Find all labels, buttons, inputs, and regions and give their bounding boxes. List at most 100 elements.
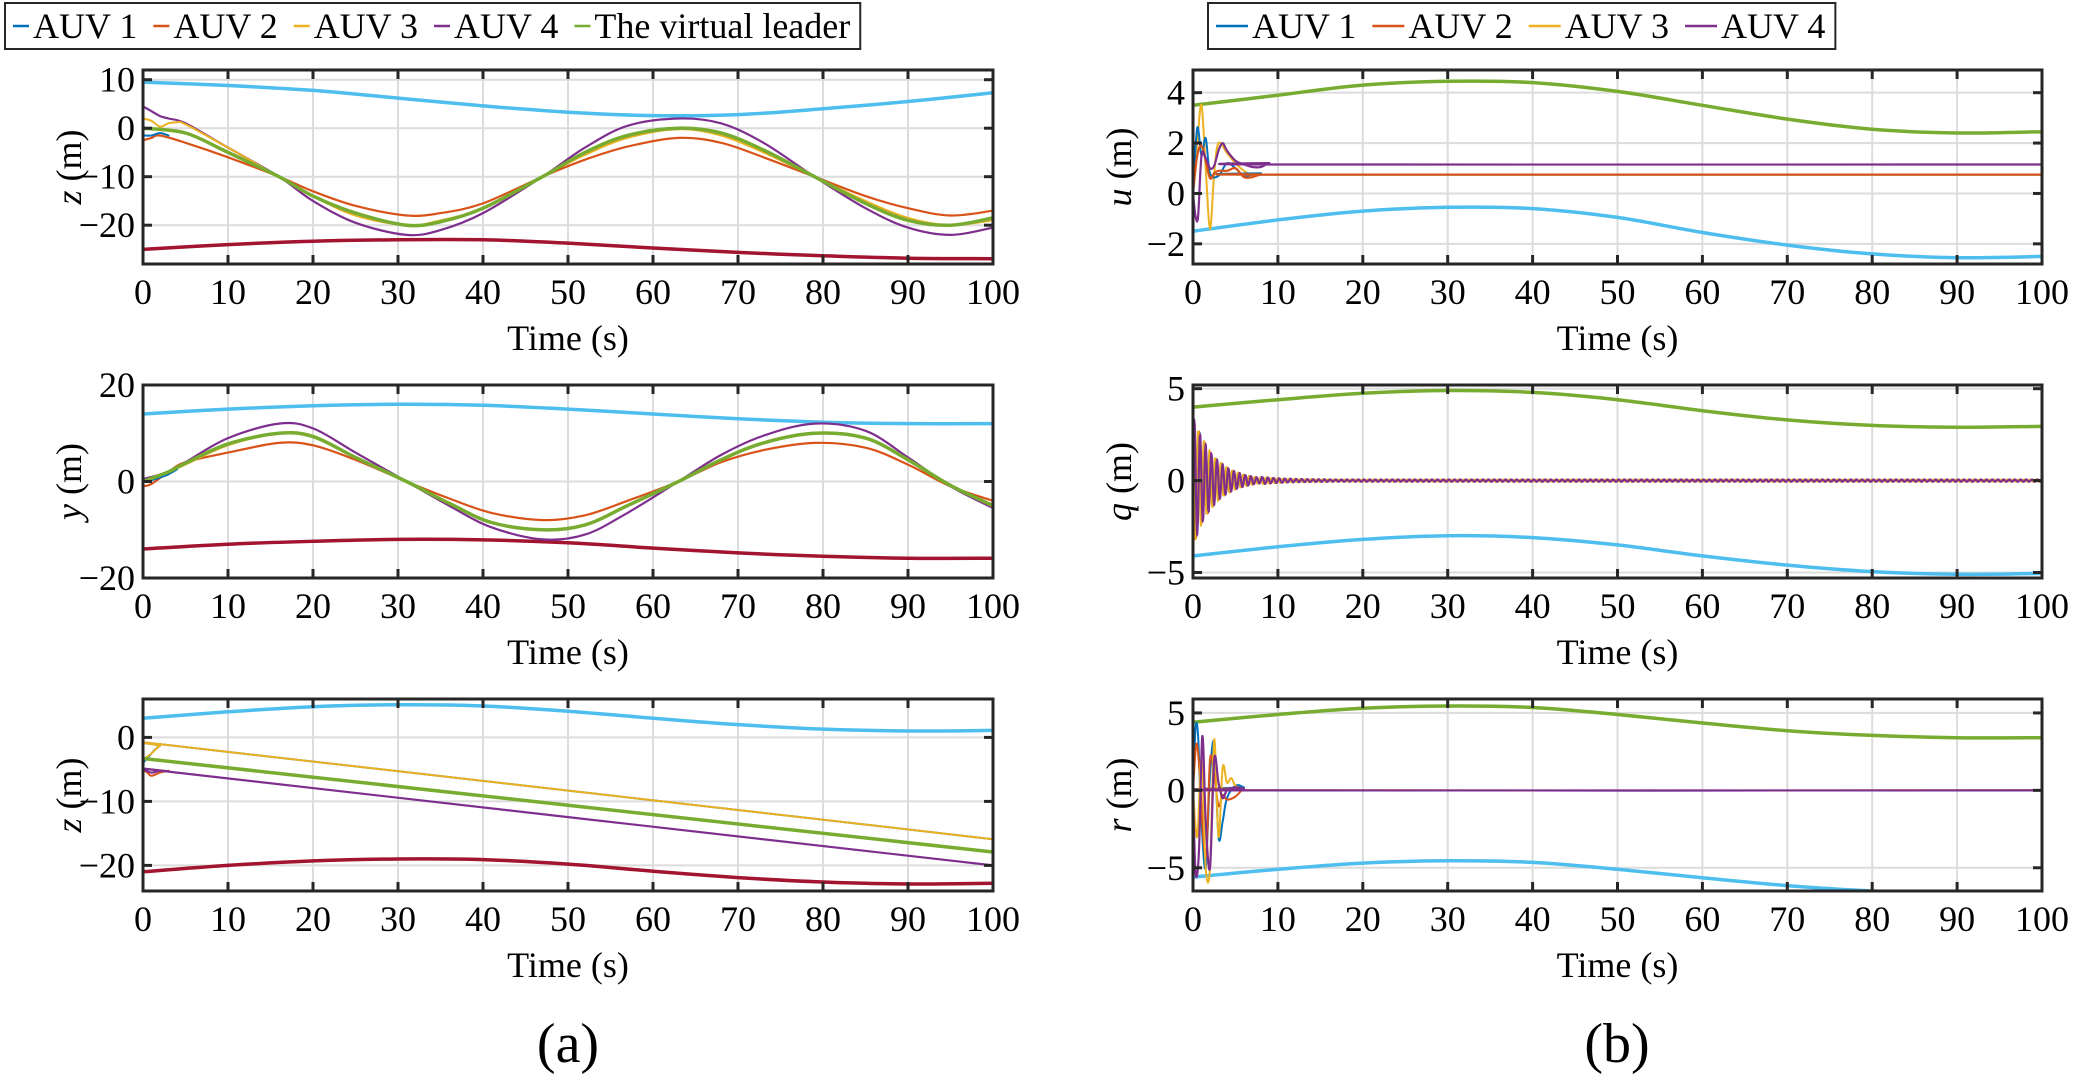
legend-entry-label: AUV 2 (173, 6, 277, 46)
x-tick-label: 10 (1260, 586, 1296, 626)
x-tick-label: 40 (465, 586, 501, 626)
x-tick-label: 40 (1515, 272, 1551, 312)
series-line-auv-3 (143, 741, 993, 841)
y-tick-label: 0 (117, 717, 135, 757)
series-line-lower-bound (1193, 533, 2042, 577)
y-axis-title: q (m) (1099, 442, 1139, 521)
y-tick-label: −10 (79, 781, 135, 821)
x-axis-title: Time (s) (1557, 945, 1679, 985)
x-tick-label: 80 (805, 899, 841, 939)
x-tick-label: 30 (380, 899, 416, 939)
x-tick-label: 20 (1345, 272, 1381, 312)
x-tick-label: 90 (1939, 272, 1975, 312)
x-tick-label: 80 (1854, 586, 1890, 626)
x-tick-label: 70 (720, 899, 756, 939)
x-tick-label: 60 (1684, 272, 1720, 312)
x-tick-label: 30 (380, 272, 416, 312)
y-axis-title: z (m) (49, 758, 89, 834)
series-line-auv-2 (143, 134, 993, 218)
series-line-auv-4 (143, 421, 993, 541)
series-line-lower-bound (1193, 205, 2042, 260)
y-axis-unit: (m) (1099, 128, 1139, 189)
y-tick-label: 20 (99, 365, 135, 405)
panel-label-a: (a) (537, 1013, 599, 1075)
x-tick-label: 50 (550, 899, 586, 939)
x-tick-label: 50 (1600, 586, 1636, 626)
y-axis-unit: (m) (49, 130, 89, 191)
x-tick-label: 60 (1684, 899, 1720, 939)
series-line-auv-4 (1193, 418, 2042, 536)
x-tick-label: 40 (1515, 586, 1551, 626)
x-tick-label: 100 (966, 899, 1020, 939)
x-tick-label: 40 (1515, 899, 1551, 939)
x-tick-label: 50 (550, 272, 586, 312)
x-tick-label: 70 (1769, 272, 1805, 312)
legend-entry-label: AUV 1 (1252, 6, 1356, 46)
y-tick-label: 0 (1167, 173, 1185, 213)
legend-entry-label: AUV 3 (1565, 6, 1669, 46)
series-line-lower-bound (143, 857, 993, 886)
legend-entry-label: AUV 3 (314, 6, 418, 46)
x-tick-label: 70 (1769, 586, 1805, 626)
y-tick-label: 4 (1167, 73, 1185, 113)
x-tick-label: 40 (465, 272, 501, 312)
series-line-lower-bound (143, 537, 993, 561)
panel-label-b: (b) (1584, 1013, 1649, 1075)
legend-box (4, 2, 862, 50)
y-tick-label: 0 (1167, 770, 1185, 810)
y-axis-unit: (m) (1099, 442, 1139, 503)
series-line-the-virtual-leader (143, 430, 993, 532)
x-tick-label: 30 (1430, 586, 1466, 626)
x-axis-title: Time (s) (1557, 632, 1679, 672)
x-tick-label: 10 (210, 272, 246, 312)
x-tick-label: 20 (1345, 586, 1381, 626)
x-tick-label: 50 (1600, 272, 1636, 312)
legend-entry-label: The virtual leader (594, 6, 850, 46)
y-tick-label: 5 (1167, 693, 1185, 733)
x-tick-label: 10 (1260, 272, 1296, 312)
y-tick-label: −20 (79, 205, 135, 245)
y-tick-label: −2 (1147, 224, 1185, 264)
x-tick-label: 30 (380, 586, 416, 626)
x-tick-label: 90 (1939, 899, 1975, 939)
legend-entry-label: AUV 4 (454, 6, 558, 46)
y-axis-unit: (m) (49, 758, 89, 819)
x-tick-label: 40 (465, 899, 501, 939)
x-tick-label: 100 (966, 272, 1020, 312)
x-axis-title: Time (s) (507, 632, 629, 672)
series-line-auv-4 (1193, 142, 2042, 223)
x-tick-label: 0 (1184, 899, 1202, 939)
x-tick-label: 10 (1260, 899, 1296, 939)
x-tick-label: 0 (1184, 586, 1202, 626)
x-tick-label: 90 (1939, 586, 1975, 626)
y-tick-label: −20 (79, 845, 135, 885)
x-tick-label: 50 (550, 586, 586, 626)
x-tick-label: 60 (635, 586, 671, 626)
x-tick-label: 100 (2015, 899, 2069, 939)
x-tick-label: 50 (1600, 899, 1636, 939)
series-line-auv-2 (143, 441, 993, 522)
series-line-auv-4 (143, 767, 993, 867)
series-line-auv-4 (1193, 735, 2042, 878)
x-axis-title: Time (s) (507, 318, 629, 358)
y-axis-title: u (m) (1099, 128, 1139, 207)
x-tick-label: 30 (1430, 272, 1466, 312)
legend-entry-label: AUV 1 (33, 6, 137, 46)
x-axis-title: Time (s) (1557, 318, 1679, 358)
x-tick-label: 10 (210, 899, 246, 939)
series-line-auv-1 (143, 132, 170, 137)
x-tick-label: 0 (1184, 272, 1202, 312)
x-tick-label: 100 (966, 586, 1020, 626)
y-axis-variable: y (49, 504, 89, 523)
x-axis-title: Time (s) (507, 945, 629, 985)
x-tick-label: 70 (720, 586, 756, 626)
series-line-upper-bound (1193, 388, 2042, 430)
x-tick-label: 90 (890, 899, 926, 939)
legend-entry-label: AUV 4 (1721, 6, 1825, 46)
y-tick-label: −5 (1147, 552, 1185, 592)
legend-box (1207, 2, 1837, 50)
legend-entry-label: AUV 2 (1408, 6, 1512, 46)
